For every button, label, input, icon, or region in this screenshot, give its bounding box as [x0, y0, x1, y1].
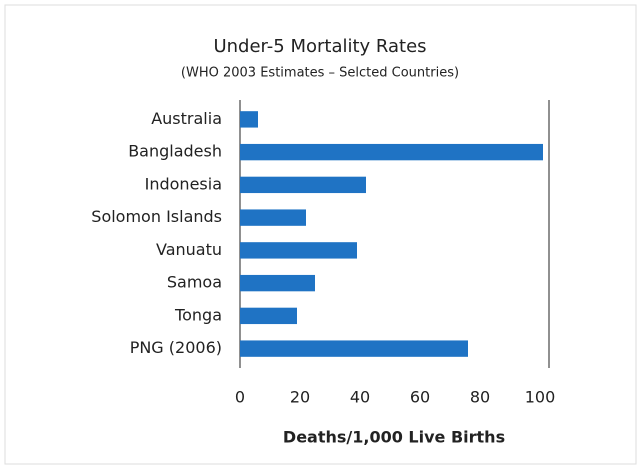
y-tick-label: Samoa [167, 273, 222, 292]
x-axis-label: Deaths/1,000 Live Births [283, 428, 505, 447]
bar [240, 176, 366, 194]
y-tick-label: Solomon Islands [91, 207, 222, 226]
x-tick-label: 40 [350, 388, 370, 407]
y-tick-label: Tonga [174, 305, 222, 324]
bar [240, 340, 468, 357]
y-tick-label: Bangladesh [128, 142, 222, 161]
bar [240, 143, 543, 161]
y-tick-label: Vanuatu [156, 240, 222, 259]
x-tick-label: 100 [525, 388, 556, 407]
y-tick-label: PNG (2006) [130, 338, 222, 357]
chart-subtitle: (WHO 2003 Estimates – Selcted Countries) [181, 66, 459, 81]
bar [240, 274, 315, 292]
frame [4, 4, 637, 465]
x-tick-label: 80 [470, 388, 490, 407]
bar [240, 242, 357, 259]
bar [240, 111, 258, 128]
x-tick-label: 0 [235, 388, 245, 407]
bar [240, 307, 297, 325]
x-tick-label: 20 [290, 388, 310, 407]
chart-title: Under-5 Mortality Rates [213, 36, 426, 57]
y-tick-label: Indonesia [145, 174, 222, 193]
bar [240, 209, 306, 226]
y-tick-label: Australia [151, 109, 222, 128]
x-tick-label: 60 [410, 388, 430, 407]
